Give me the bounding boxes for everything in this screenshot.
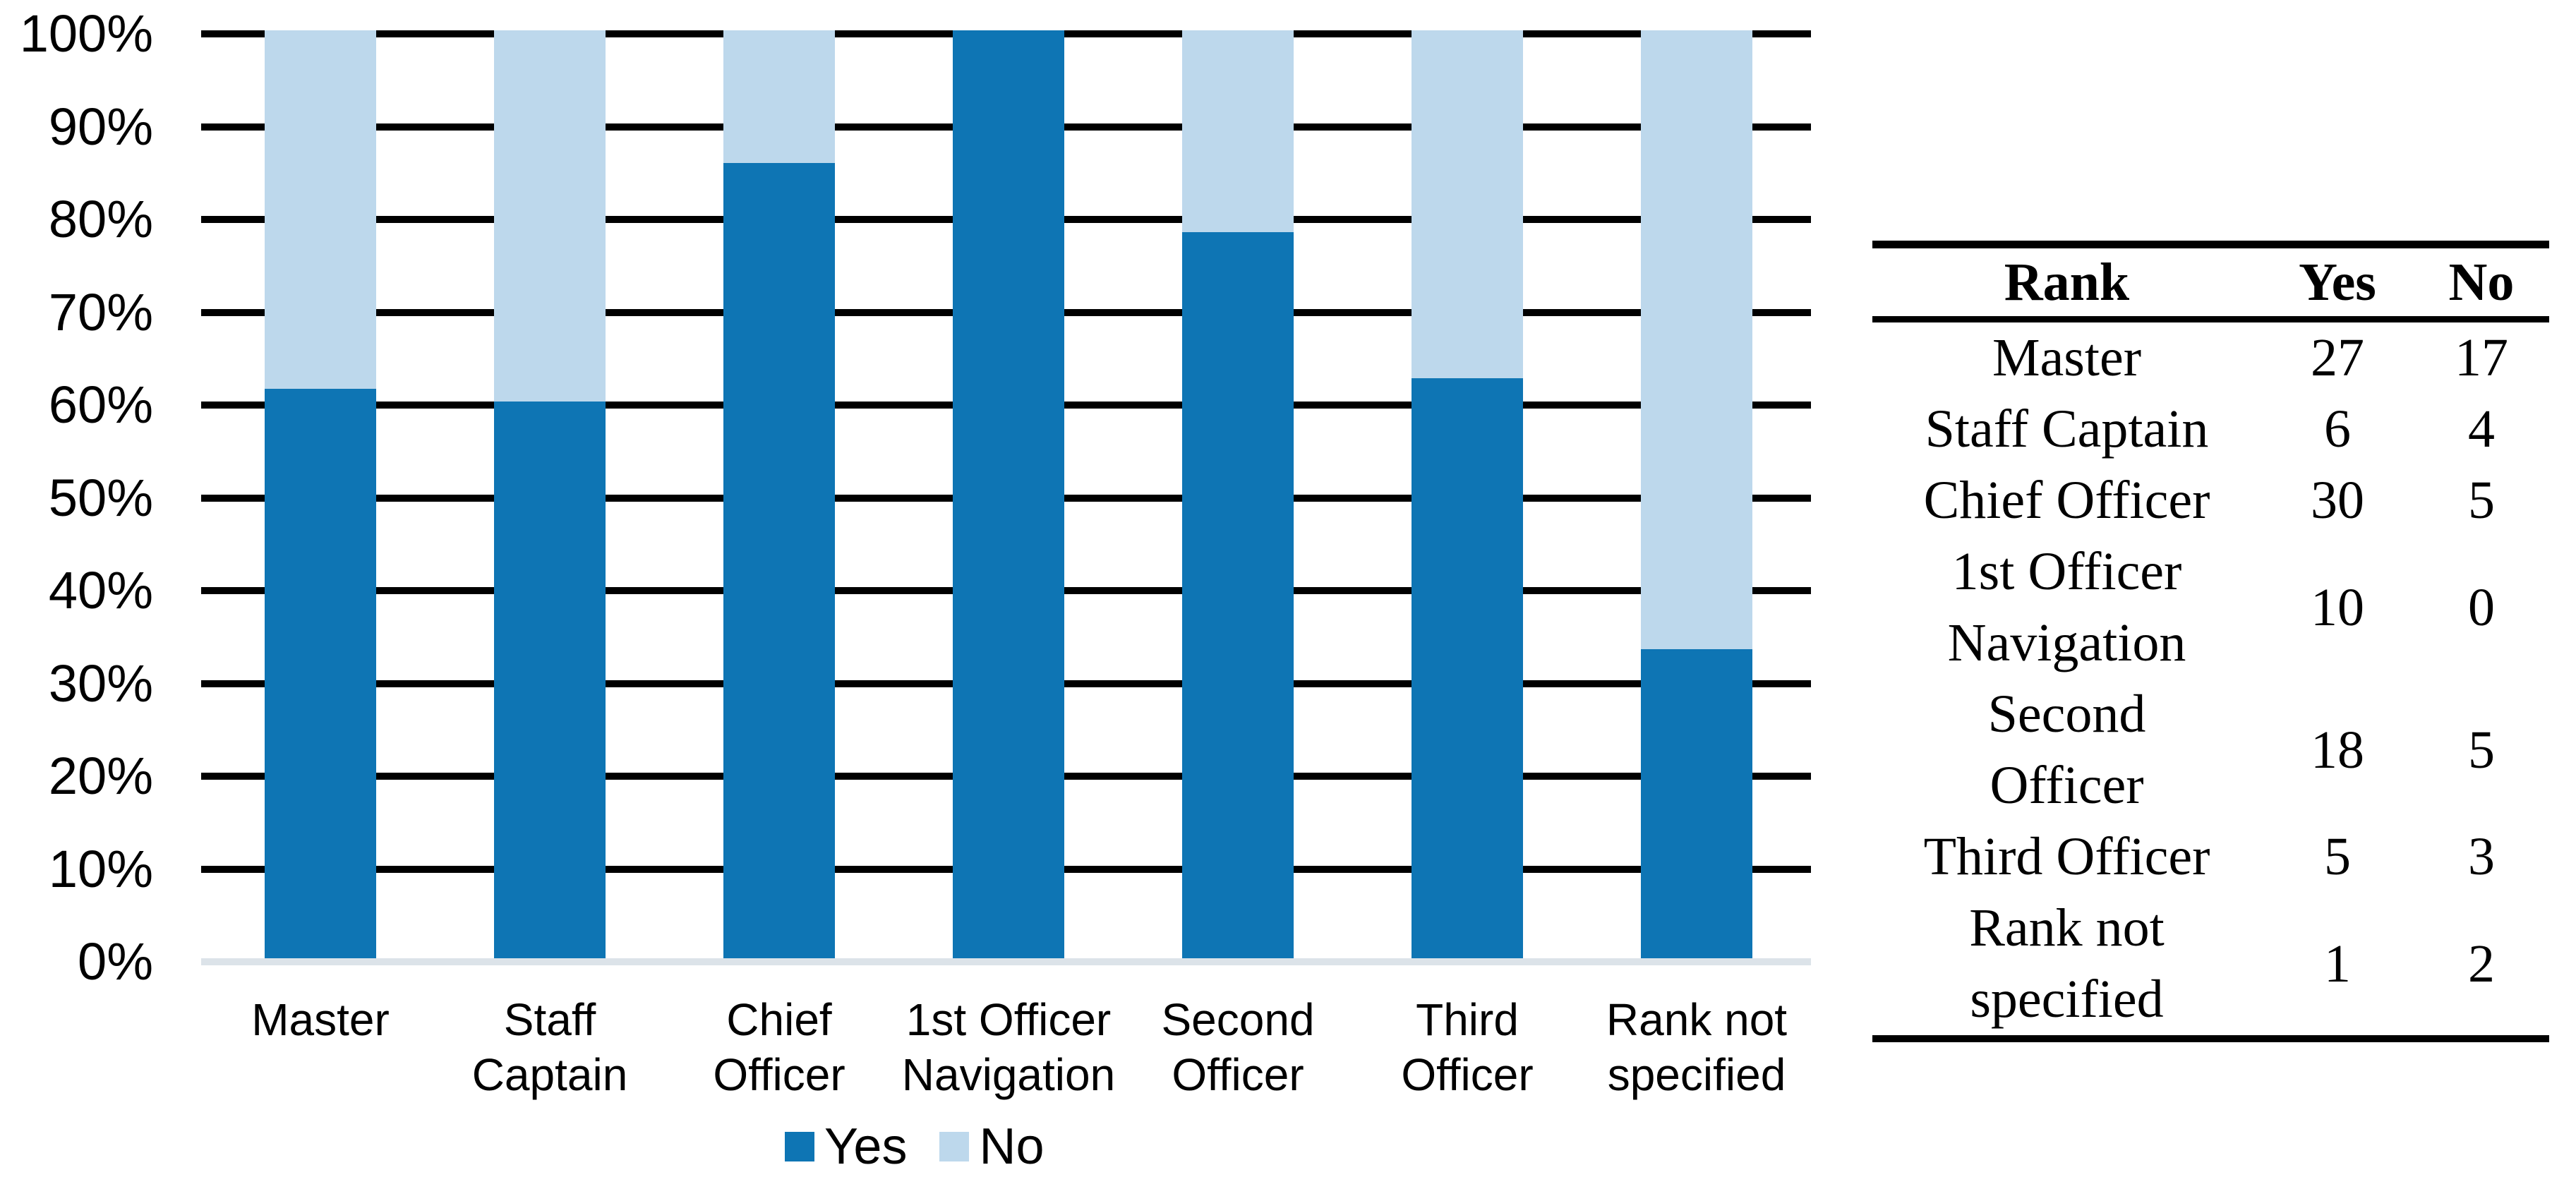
y-tick-label: 60%: [48, 375, 153, 434]
legend-label: Yes: [824, 1118, 908, 1175]
x-category-label-line: Captain: [471, 1049, 628, 1100]
x-axis-line: [201, 958, 1811, 965]
x-category-label-line: Second: [1161, 994, 1315, 1045]
rank-cell: Second Officer: [1872, 679, 2261, 821]
rank-cell: Master: [1872, 320, 2261, 394]
bar-segment-yes: [723, 163, 835, 958]
bar-segment-yes: [494, 402, 606, 958]
x-category-label: Chief Officer: [659, 992, 899, 1102]
rank-cell: Third Officer: [1872, 821, 2261, 893]
no-cell: 0: [2468, 577, 2495, 637]
yes-cell: 1: [2324, 934, 2351, 994]
rank-table-header: Rank Yes No: [1872, 244, 2549, 322]
x-category-label-line: Officer: [1172, 1049, 1304, 1100]
rank-cell-line: Staff Captain: [1925, 399, 2209, 459]
bar-segment-yes: [1412, 378, 1523, 958]
x-category-label: Master: [200, 992, 440, 1047]
table-row: Rank not specified 1 2: [1872, 893, 2549, 1039]
yes-cell: 30: [2311, 471, 2364, 530]
x-category-label: Staff Captain: [430, 992, 670, 1102]
x-category-label-line: Rank not: [1606, 994, 1788, 1045]
y-tick-label: 40%: [48, 561, 153, 620]
table-row: Second Officer 18 5: [1872, 679, 2549, 821]
x-category-label-line: Officer: [713, 1049, 845, 1100]
table-row: Third Officer 5 3: [1872, 821, 2549, 893]
no-cell: 3: [2468, 827, 2495, 886]
x-category-label: 1st Officer Navigation: [889, 992, 1128, 1102]
legend-swatch-no: [939, 1132, 970, 1161]
x-category-label: Third Officer: [1347, 992, 1587, 1102]
y-tick-label: 70%: [48, 283, 153, 342]
yes-cell: 27: [2311, 328, 2364, 387]
rank-cell-line: Rank not: [1969, 898, 2165, 958]
x-category-label-line: Navigation: [901, 1049, 1116, 1100]
y-tick-label: 0%: [78, 932, 153, 991]
no-cell: 5: [2468, 720, 2495, 780]
yes-cell: 18: [2311, 720, 2364, 780]
x-category-label-line: Third: [1416, 994, 1519, 1045]
rank-cell-line: 1st Officer: [1951, 542, 2182, 601]
rank-cell: Chief Officer: [1872, 465, 2261, 536]
rank-cell: 1st Officer Navigation: [1872, 536, 2261, 679]
rank-cell-line: Second: [1987, 684, 2146, 744]
legend-item: Yes: [785, 1118, 907, 1176]
no-cell: 17: [2455, 328, 2508, 387]
x-category-label: Rank not specified: [1577, 992, 1817, 1102]
no-cell: 4: [2468, 399, 2495, 459]
legend-item: No: [939, 1118, 1045, 1176]
x-category-label-line: Officer: [1401, 1049, 1534, 1100]
y-tick-label: 100%: [19, 4, 153, 63]
bar-segment-yes: [1641, 649, 1752, 958]
legend-label: No: [979, 1118, 1045, 1175]
y-tick-label: 90%: [48, 97, 153, 156]
bar-segment-yes: [1182, 232, 1294, 958]
x-category-label: Second Officer: [1118, 992, 1358, 1102]
y-tick-label: 10%: [48, 840, 153, 898]
x-category-label-line: 1st Officer: [905, 994, 1112, 1045]
x-category-label-line: Chief: [726, 994, 832, 1045]
rank-cell-line: specified: [1970, 970, 2164, 1029]
no-cell: 2: [2468, 934, 2495, 994]
bar-segment-yes: [953, 30, 1064, 958]
y-tick-label: 50%: [48, 469, 153, 527]
rank-cell-line: Officer: [1990, 756, 2144, 815]
table-row: Chief Officer 30 5: [1872, 465, 2549, 536]
no-cell: 5: [2468, 471, 2495, 530]
header-no: No: [2414, 244, 2549, 322]
rank-cell-line: Third Officer: [1923, 827, 2210, 886]
bar-segment-no: [494, 30, 606, 402]
header-yes: Yes: [2261, 244, 2414, 322]
table-row: 1st Officer Navigation 10 0: [1872, 536, 2549, 679]
rank-cell: Staff Captain: [1872, 394, 2261, 465]
rank-cell-line: Chief Officer: [1923, 471, 2210, 530]
x-category-label-line: Staff: [503, 994, 596, 1045]
rank-table: Rank Yes No Master 27 17 Staff Captain 6 4 Chi…: [1872, 241, 2549, 1042]
yes-cell: 10: [2311, 577, 2364, 637]
bar-segment-no: [1641, 30, 1752, 649]
rank-cell-line: Master: [1992, 328, 2142, 387]
rank-cell: Rank not specified: [1872, 893, 2261, 1039]
bar-segment-no: [1182, 30, 1294, 232]
legend: Yes No: [785, 1118, 1077, 1176]
bar-segment-no: [1412, 30, 1523, 378]
bar-segment-yes: [265, 389, 376, 958]
yes-cell: 5: [2324, 827, 2351, 886]
rank-cell-line: Navigation: [1947, 613, 2186, 672]
header-rank: Rank: [1872, 244, 2261, 322]
legend-swatch-yes: [785, 1132, 814, 1161]
y-tick-label: 30%: [48, 654, 153, 713]
rank-table-body: Master 27 17 Staff Captain 6 4 Chief Officer 30…: [1872, 320, 2549, 1039]
y-tick-label: 20%: [48, 747, 153, 805]
bar-segment-no: [723, 30, 835, 163]
x-category-label-line: specified: [1607, 1049, 1786, 1100]
table-row: Staff Captain 6 4: [1872, 394, 2549, 465]
table-row: Master 27 17: [1872, 320, 2549, 394]
bar-segment-no: [265, 30, 376, 389]
y-tick-label: 80%: [48, 190, 153, 248]
x-category-label-line: Master: [251, 994, 390, 1045]
yes-cell: 6: [2324, 399, 2351, 459]
